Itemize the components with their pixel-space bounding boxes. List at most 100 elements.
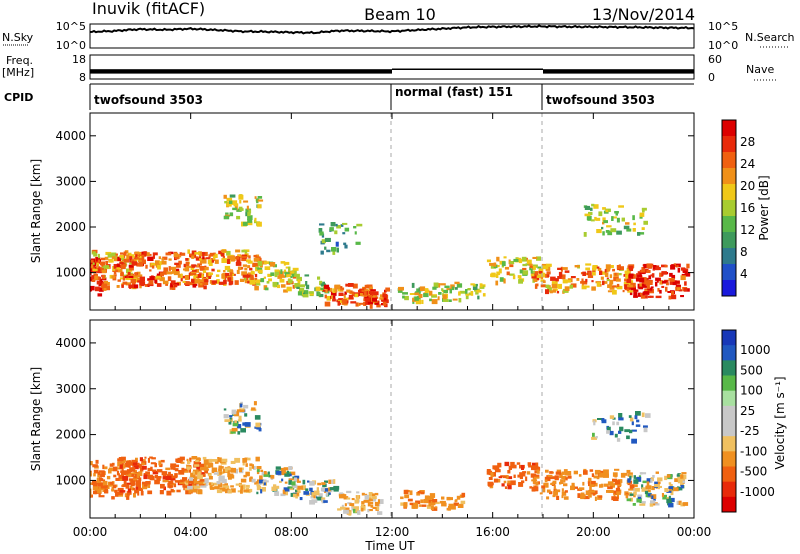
velocity-cell xyxy=(193,461,200,466)
velocity-cell xyxy=(237,490,242,493)
power-cell xyxy=(495,274,499,278)
velocity-cell xyxy=(218,477,224,482)
velocity-cell xyxy=(289,487,294,491)
power-cell xyxy=(255,279,260,284)
velocity-cell xyxy=(613,496,619,501)
velocity-cell xyxy=(234,468,238,474)
power-cell xyxy=(117,256,121,262)
velocity-cell xyxy=(204,478,209,483)
power-cell xyxy=(363,291,367,296)
power-cell xyxy=(637,283,640,289)
velocity-cell xyxy=(263,480,269,483)
velocity-cell xyxy=(200,467,205,471)
power-cell xyxy=(454,281,460,285)
velocity-cell xyxy=(626,435,630,440)
velocity-cell xyxy=(112,484,117,489)
power-cell xyxy=(602,217,606,222)
velocity-cell xyxy=(192,482,195,485)
power-cell xyxy=(97,261,100,264)
power-cell xyxy=(599,270,603,275)
power-cell xyxy=(170,280,176,284)
power-cell xyxy=(284,272,290,275)
power-cell xyxy=(91,275,97,279)
power-cell xyxy=(86,276,90,279)
power-cell xyxy=(633,289,639,292)
power-cell xyxy=(536,256,541,261)
velocity-cell xyxy=(90,473,92,477)
power-cell xyxy=(115,253,118,256)
power-cell xyxy=(227,277,232,282)
velocity-cell xyxy=(299,497,303,501)
power-cell xyxy=(172,269,176,274)
power-cell xyxy=(588,211,593,215)
power-cell xyxy=(207,259,212,265)
velocity-cell xyxy=(594,469,601,475)
velocity-cell xyxy=(121,459,126,464)
velocity-cell xyxy=(99,477,102,482)
power-cell xyxy=(646,284,650,290)
velocity-cell xyxy=(129,462,135,466)
velocity-cell xyxy=(207,462,214,468)
velocity-cell xyxy=(377,499,380,504)
velocity-cell xyxy=(666,498,672,504)
velocity-cell xyxy=(311,492,316,497)
power-cell xyxy=(368,291,375,294)
velocity-cell xyxy=(521,480,525,484)
power-cell xyxy=(561,274,566,278)
velocity-cell xyxy=(209,486,215,490)
velocity-cell xyxy=(287,486,292,489)
velocity-cell xyxy=(639,472,643,475)
velocity-cell xyxy=(263,471,267,475)
power-cell xyxy=(247,281,250,284)
power-cell xyxy=(303,290,309,295)
power-cell xyxy=(336,299,340,303)
velocity-cell xyxy=(174,468,179,472)
velocity-cell xyxy=(341,494,347,497)
velocity-cell xyxy=(123,483,126,487)
velocity-cell xyxy=(651,486,655,491)
velocity-cell xyxy=(641,487,647,492)
power-cell xyxy=(244,267,248,271)
velocity-cell xyxy=(664,475,668,481)
velocity-cell xyxy=(90,494,93,498)
power-cell xyxy=(124,250,129,254)
velocity-cell xyxy=(180,461,185,464)
velocity-cell xyxy=(374,492,379,496)
velocity-cell xyxy=(577,493,581,498)
velocity-cell xyxy=(534,487,539,492)
velocity-cell xyxy=(291,481,296,486)
power-cell xyxy=(154,260,160,265)
power-cell xyxy=(607,284,612,288)
power-cell xyxy=(117,264,123,269)
velocity-cell xyxy=(606,490,609,493)
power-cell xyxy=(152,254,155,259)
power-cell xyxy=(247,212,251,216)
power-cell xyxy=(292,285,295,289)
velocity-cell xyxy=(255,456,260,462)
velocity-cell xyxy=(134,474,137,479)
power-cell xyxy=(418,294,423,299)
velocity-cell xyxy=(618,413,623,418)
power-cell xyxy=(168,258,172,261)
power-colorbar-swatch xyxy=(722,248,736,265)
power-cell xyxy=(130,259,134,263)
power-cell xyxy=(379,297,384,300)
power-cell xyxy=(332,298,336,302)
velocity-cell xyxy=(213,486,220,490)
velocity-cell xyxy=(188,476,194,481)
power-cell xyxy=(124,275,128,279)
power-cell xyxy=(98,287,104,292)
power-cell xyxy=(612,216,617,219)
power-cell xyxy=(332,250,336,255)
velocity-cell xyxy=(188,478,194,484)
velocity-cell xyxy=(357,510,361,515)
power-cell xyxy=(177,274,183,278)
power-cell xyxy=(671,294,677,300)
power-cell xyxy=(267,273,272,277)
velocity-cell xyxy=(596,475,600,480)
power-cell xyxy=(547,287,552,292)
velocity-cell xyxy=(428,502,431,507)
velocity-cell xyxy=(218,468,223,472)
velocity-cell xyxy=(664,488,669,492)
